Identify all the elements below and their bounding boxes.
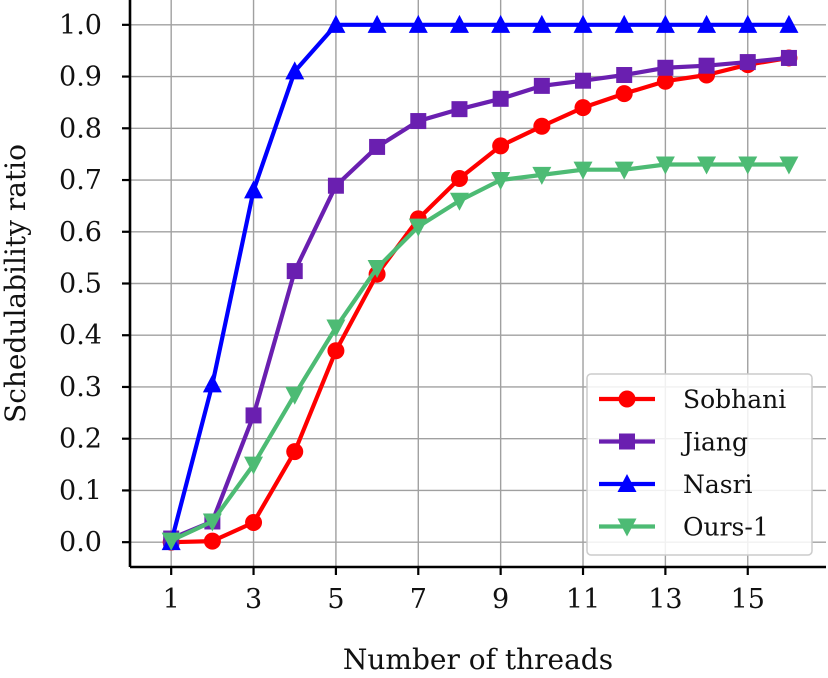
data-point: [408, 218, 428, 237]
data-point: [655, 156, 675, 175]
data-point: [738, 156, 758, 175]
data-point: [286, 443, 304, 461]
x-tick-label: 15: [731, 584, 765, 615]
y-axis-label: Schedulability ratio: [0, 144, 32, 423]
series-line: [170, 55, 790, 541]
legend-entry: Ours-1: [599, 513, 769, 542]
data-point: [532, 166, 552, 185]
data-point: [532, 14, 552, 33]
data-point: [491, 172, 511, 191]
data-point: [202, 374, 222, 393]
legend-marker: [617, 474, 637, 492]
data-point: [285, 386, 305, 405]
data-point: [779, 14, 799, 33]
data-point: [326, 14, 346, 33]
data-point: [698, 57, 715, 74]
axes: 1 3 5 7 9 11 13 150.00.10.20.30.40.50.60.70.80.…: [59, 0, 826, 615]
x-tick-label: 3: [245, 584, 262, 615]
data-point: [327, 342, 345, 360]
legend-box: [586, 373, 813, 556]
legend: Sobhani Jiang Nasri Ours-1: [586, 373, 813, 556]
data-point: [244, 180, 264, 199]
data-point: [327, 177, 344, 194]
x-tick-label: 5: [327, 584, 344, 615]
data-point: [616, 67, 633, 84]
data-point: [451, 101, 468, 118]
legend-label: Ours-1: [683, 513, 769, 542]
legend-marker: [617, 518, 637, 537]
legend-entry: Jiang: [599, 428, 748, 457]
data-point: [657, 59, 674, 76]
series-ours-1: [161, 156, 799, 551]
data-point: [614, 14, 634, 33]
data-point: [533, 117, 551, 135]
data-point: [780, 49, 797, 66]
y-tick-label: 0.1: [59, 475, 102, 506]
y-tick-label: 0.7: [59, 165, 102, 196]
plot-area: [161, 14, 799, 551]
x-tick-label: 9: [492, 584, 509, 615]
data-point: [573, 161, 593, 180]
x-axis-label: Number of threads: [343, 643, 613, 676]
legend-label: Nasri: [683, 470, 753, 499]
y-tick-label: 0.4: [59, 320, 102, 351]
data-point: [492, 137, 510, 155]
data-point: [614, 161, 634, 180]
x-tick-label: 13: [648, 584, 682, 615]
data-point: [286, 263, 303, 280]
data-point: [245, 514, 263, 532]
data-point: [326, 319, 346, 338]
series-line: [171, 55, 790, 545]
data-point: [449, 192, 469, 211]
data-point: [367, 14, 387, 33]
data-point: [369, 138, 386, 155]
data-point: [367, 259, 387, 278]
data-point: [161, 532, 181, 551]
data-point: [738, 14, 758, 33]
data-point: [574, 99, 592, 117]
data-point: [449, 14, 469, 33]
data-point: [410, 113, 427, 130]
legend-label: Sobhani: [683, 385, 786, 414]
y-tick-label: 0.2: [59, 424, 102, 455]
legend-entry: Sobhani: [599, 385, 786, 414]
data-point: [408, 14, 428, 33]
data-point: [655, 14, 675, 33]
y-tick-label: 0.8: [59, 113, 102, 144]
y-tick-label: 0.3: [59, 372, 102, 403]
series-line: [169, 22, 789, 543]
y-tick-label: 0.5: [59, 269, 102, 300]
series-line: [170, 162, 789, 543]
data-point: [697, 156, 717, 175]
data-point: [492, 90, 509, 107]
y-tick-label: 0.6: [59, 217, 102, 248]
legend-label: Jiang: [680, 428, 748, 457]
data-point: [203, 532, 221, 550]
data-point: [450, 169, 468, 187]
data-point: [245, 407, 262, 424]
y-tick-label: 0.9: [59, 62, 102, 93]
data-point: [656, 72, 674, 90]
data-point: [533, 77, 550, 94]
data-point: [202, 513, 222, 532]
data-point: [779, 156, 799, 175]
legend-entry: Nasri: [599, 470, 753, 499]
legend-marker: [618, 390, 636, 408]
data-point: [491, 14, 511, 33]
data-point: [573, 14, 593, 33]
x-tick-label: 1: [163, 584, 180, 615]
series-nasri: [161, 14, 799, 551]
y-tick-label: 1.0: [59, 10, 102, 41]
x-tick-label: 11: [566, 584, 600, 615]
data-point: [575, 72, 592, 89]
data-point: [285, 61, 305, 80]
legend-marker: [619, 433, 635, 450]
data-point: [739, 54, 756, 71]
x-tick-label: 7: [410, 584, 427, 615]
data-point: [697, 14, 717, 33]
y-tick-label: 0.0: [59, 527, 102, 558]
data-point: [615, 85, 633, 103]
data-point: [244, 456, 264, 475]
